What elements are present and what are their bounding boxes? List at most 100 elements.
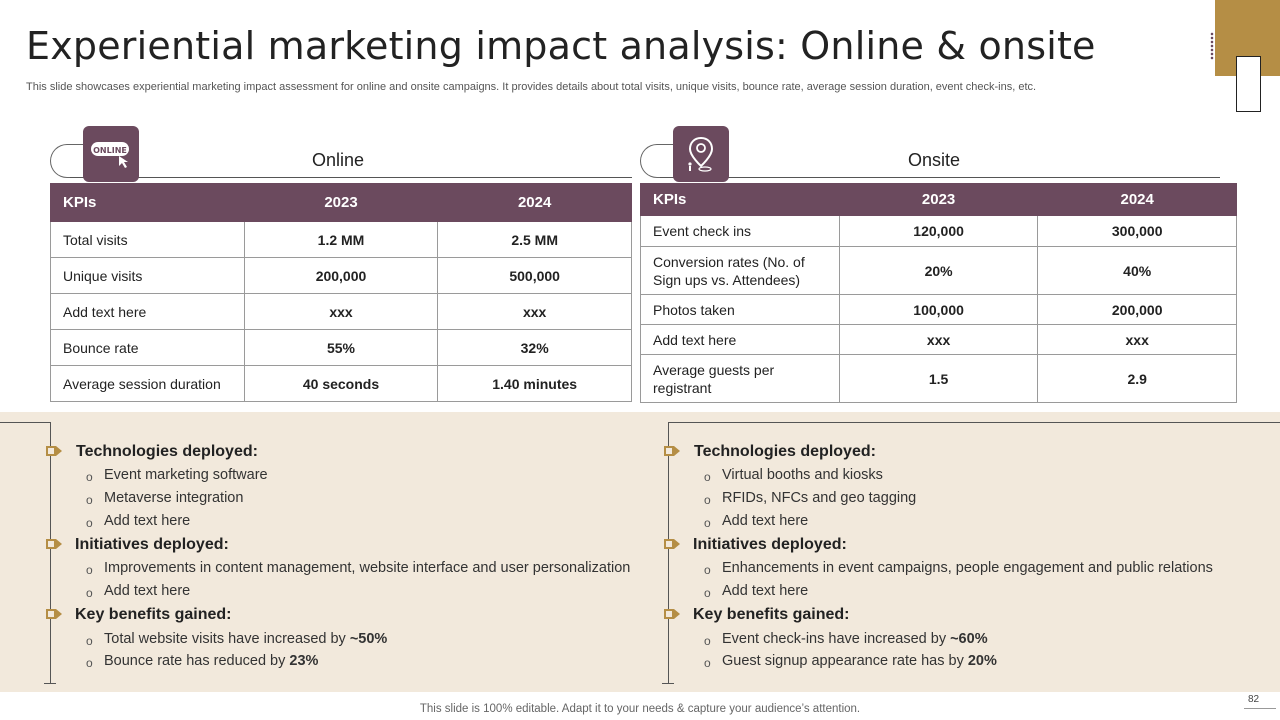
benefit-text: Guest signup appearance rate has by [722,653,968,669]
bullet-icon: o [86,656,93,670]
list-item: Guest signup appearance rate has by 20% [722,653,997,669]
list-item: Enhancements in event campaigns, people … [722,560,1213,576]
list-item: Event marketing software [104,467,268,483]
benefit-text: Event check-ins have increased by [722,631,951,647]
onsite-tech-heading: Technologies deployed: [694,443,876,460]
kpi-value-2024: xxx [1037,324,1237,355]
kpi-value-2024: 2.5 MM [437,221,632,258]
bullet-icon: o [704,493,711,507]
kpi-value-2024: xxx [437,293,632,330]
online-tech-heading: Technologies deployed: [76,443,258,460]
table-row: Total visits 1.2 MM 2.5 MM [50,221,632,258]
page-number-line [1244,708,1276,709]
band-line-left [0,422,50,423]
online-benefit-heading: Key benefits gained: [75,606,232,623]
online-label: Online [312,150,365,170]
bullet-icon: o [86,470,93,484]
table-row: Conversion rates (No. of Sign ups vs. At… [640,246,1237,295]
kpi-name: Event check ins [640,215,840,247]
table-row: Average guests per registrant 1.5 2.9 [640,354,1237,403]
bullet-icon: o [704,563,711,577]
kpi-value-2023: 1.2 MM [243,221,439,258]
list-item: Metaverse integration [104,490,244,506]
online-panel-header: ONLINE Online [50,126,632,182]
arrow-marker-icon [46,609,62,619]
table-row: Event check ins 120,000 300,000 [640,215,1237,247]
list-item: Improvements in content management, webs… [104,560,631,576]
footer-note: This slide is 100% editable. Adapt it to… [419,703,861,715]
kpi-value-2023: 1.5 [838,354,1039,403]
kpi-name: Unique visits [50,257,245,294]
onsite-panel-header: Onsite [640,126,1220,182]
onsite-table-header-row: KPIs 2023 2024 [640,183,1237,216]
list-item: Add text here [104,583,191,599]
kpi-name: Add text here [640,324,840,355]
list-item: Virtual booths and kiosks [722,467,883,483]
bullet-icon: o [704,586,711,600]
location-pin-icon [673,126,729,182]
kpi-name: Add text here [50,293,245,330]
arrow-marker-icon [664,609,680,619]
kpi-value-2023: xxx [243,293,439,330]
kpi-name: Total visits [50,221,245,258]
kpi-name: Photos taken [640,294,840,325]
list-item: Add text here [722,583,809,599]
timeline-foot-right [662,683,674,684]
list-item: Total website visits have increased by ~… [104,631,387,647]
onsite-kpi-table: KPIs 2023 2024 Event check ins 120,000 3… [640,183,1237,403]
timeline-line-left [50,422,51,684]
bullet-icon: o [86,634,93,648]
online-init-heading: Initiatives deployed: [75,536,229,553]
benefit-value: 23% [289,653,319,669]
arrow-marker-icon [46,539,62,549]
kpi-value-2024: 2.9 [1037,354,1237,403]
bullet-icon: o [704,470,711,484]
list-item: Event check-ins have increased by ~60% [722,631,988,647]
timeline-foot-left [44,683,56,684]
benefit-value: ~60% [950,631,988,647]
table-row: Bounce rate 55% 32% [50,329,632,366]
kpi-value-2024: 40% [1037,246,1237,295]
arrow-marker-icon [46,446,62,456]
online-icon: ONLINE [83,126,139,182]
onsite-init-heading: Initiatives deployed: [693,536,847,553]
benefit-value: 20% [967,653,997,669]
bullet-icon: o [86,516,93,530]
list-item: Bounce rate has reduced by 23% [104,653,318,669]
online-col-kpis: KPIs [50,183,245,222]
corner-dots [1210,32,1214,60]
onsite-col-2024: 2024 [1037,183,1237,216]
onsite-header-line [660,177,1220,178]
kpi-value-2024: 200,000 [1037,294,1237,325]
band-line-right [668,422,1280,423]
kpi-value-2023: xxx [838,324,1039,355]
kpi-value-2023: 20% [838,246,1039,295]
online-col-2024: 2024 [437,183,632,222]
bullet-icon: o [86,586,93,600]
kpi-value-2024: 500,000 [437,257,632,294]
benefit-text: Bounce rate has reduced by [104,653,290,669]
online-kpi-table: KPIs 2023 2024 Total visits 1.2 MM 2.5 M… [50,183,632,402]
kpi-name: Bounce rate [50,329,245,366]
onsite-benefit-heading: Key benefits gained: [693,606,850,623]
details-band [0,412,1280,692]
online-header-line [70,177,632,178]
benefit-text: Total website visits have increased by [104,631,350,647]
page-number: 82 [1248,694,1260,705]
list-item: RFIDs, NFCs and geo tagging [722,490,917,506]
bullet-icon: o [86,563,93,577]
onsite-col-2023: 2023 [838,183,1039,216]
list-item: Add text here [104,513,191,529]
bullet-icon: o [704,634,711,648]
kpi-value-2024: 300,000 [1037,215,1237,247]
kpi-value-2023: 200,000 [243,257,439,294]
kpi-value-2024: 1.40 minutes [437,365,632,402]
kpi-name: Conversion rates (No. of Sign ups vs. At… [640,246,840,295]
table-row: Add text here xxx xxx [640,324,1237,355]
bullet-icon: o [704,656,711,670]
table-row: Average session duration 40 seconds 1.40… [50,365,632,402]
kpi-name: Average guests per registrant [640,354,840,403]
svg-text:ONLINE: ONLINE [93,146,127,155]
corner-outline-box [1236,56,1261,112]
onsite-col-kpis: KPIs [640,183,840,216]
